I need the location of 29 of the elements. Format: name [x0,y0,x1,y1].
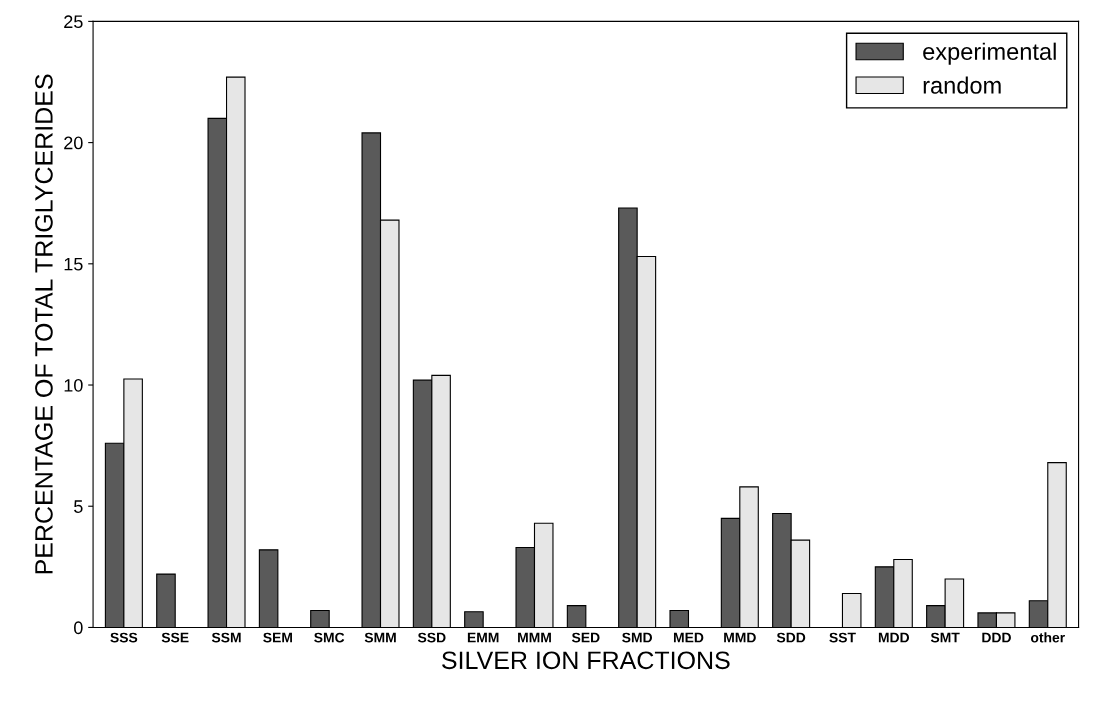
x-tick-label: SDD [776,632,806,643]
x-tick-label: other [1030,632,1065,643]
x-tick-label: EMM [467,632,499,643]
x-tick-label: SEM [263,632,292,643]
x-tick-label: MDD [878,632,910,643]
x-tick-label: SST [829,632,856,643]
y-tick-label: 10 [64,378,83,392]
y-tick-label: 5 [74,500,83,513]
x-tick-label: SSE [161,632,189,643]
y-tick-label: 20 [64,136,83,150]
x-tick-label: SSS [110,632,138,643]
x-tick-label: SMD [622,632,652,643]
x-tick-label: SSM [211,632,241,643]
legend-label: random [923,76,1001,94]
x-tick-label: SMM [364,632,396,643]
x-tick-label: MMM [518,632,551,643]
x-axis-title: SILVER ION FRACTIONS [442,651,730,670]
x-tick-label: MMD [724,632,756,643]
x-tick-label: SMC [314,632,345,643]
legend-label: experimental [923,42,1056,65]
x-tick-label: SMT [930,632,960,643]
x-tick-label: SED [571,632,600,643]
y-tick-label: 0 [74,621,83,635]
x-tick-label: DDD [982,632,1011,643]
y-axis-title: PERCENTAGE OF TOTAL TRIGLYCERIDES [35,74,53,574]
y-tick-label: 25 [64,15,83,29]
x-tick-label: SSD [417,632,446,643]
y-tick-label: 15 [64,257,83,271]
x-tick-label: MED [673,632,704,643]
